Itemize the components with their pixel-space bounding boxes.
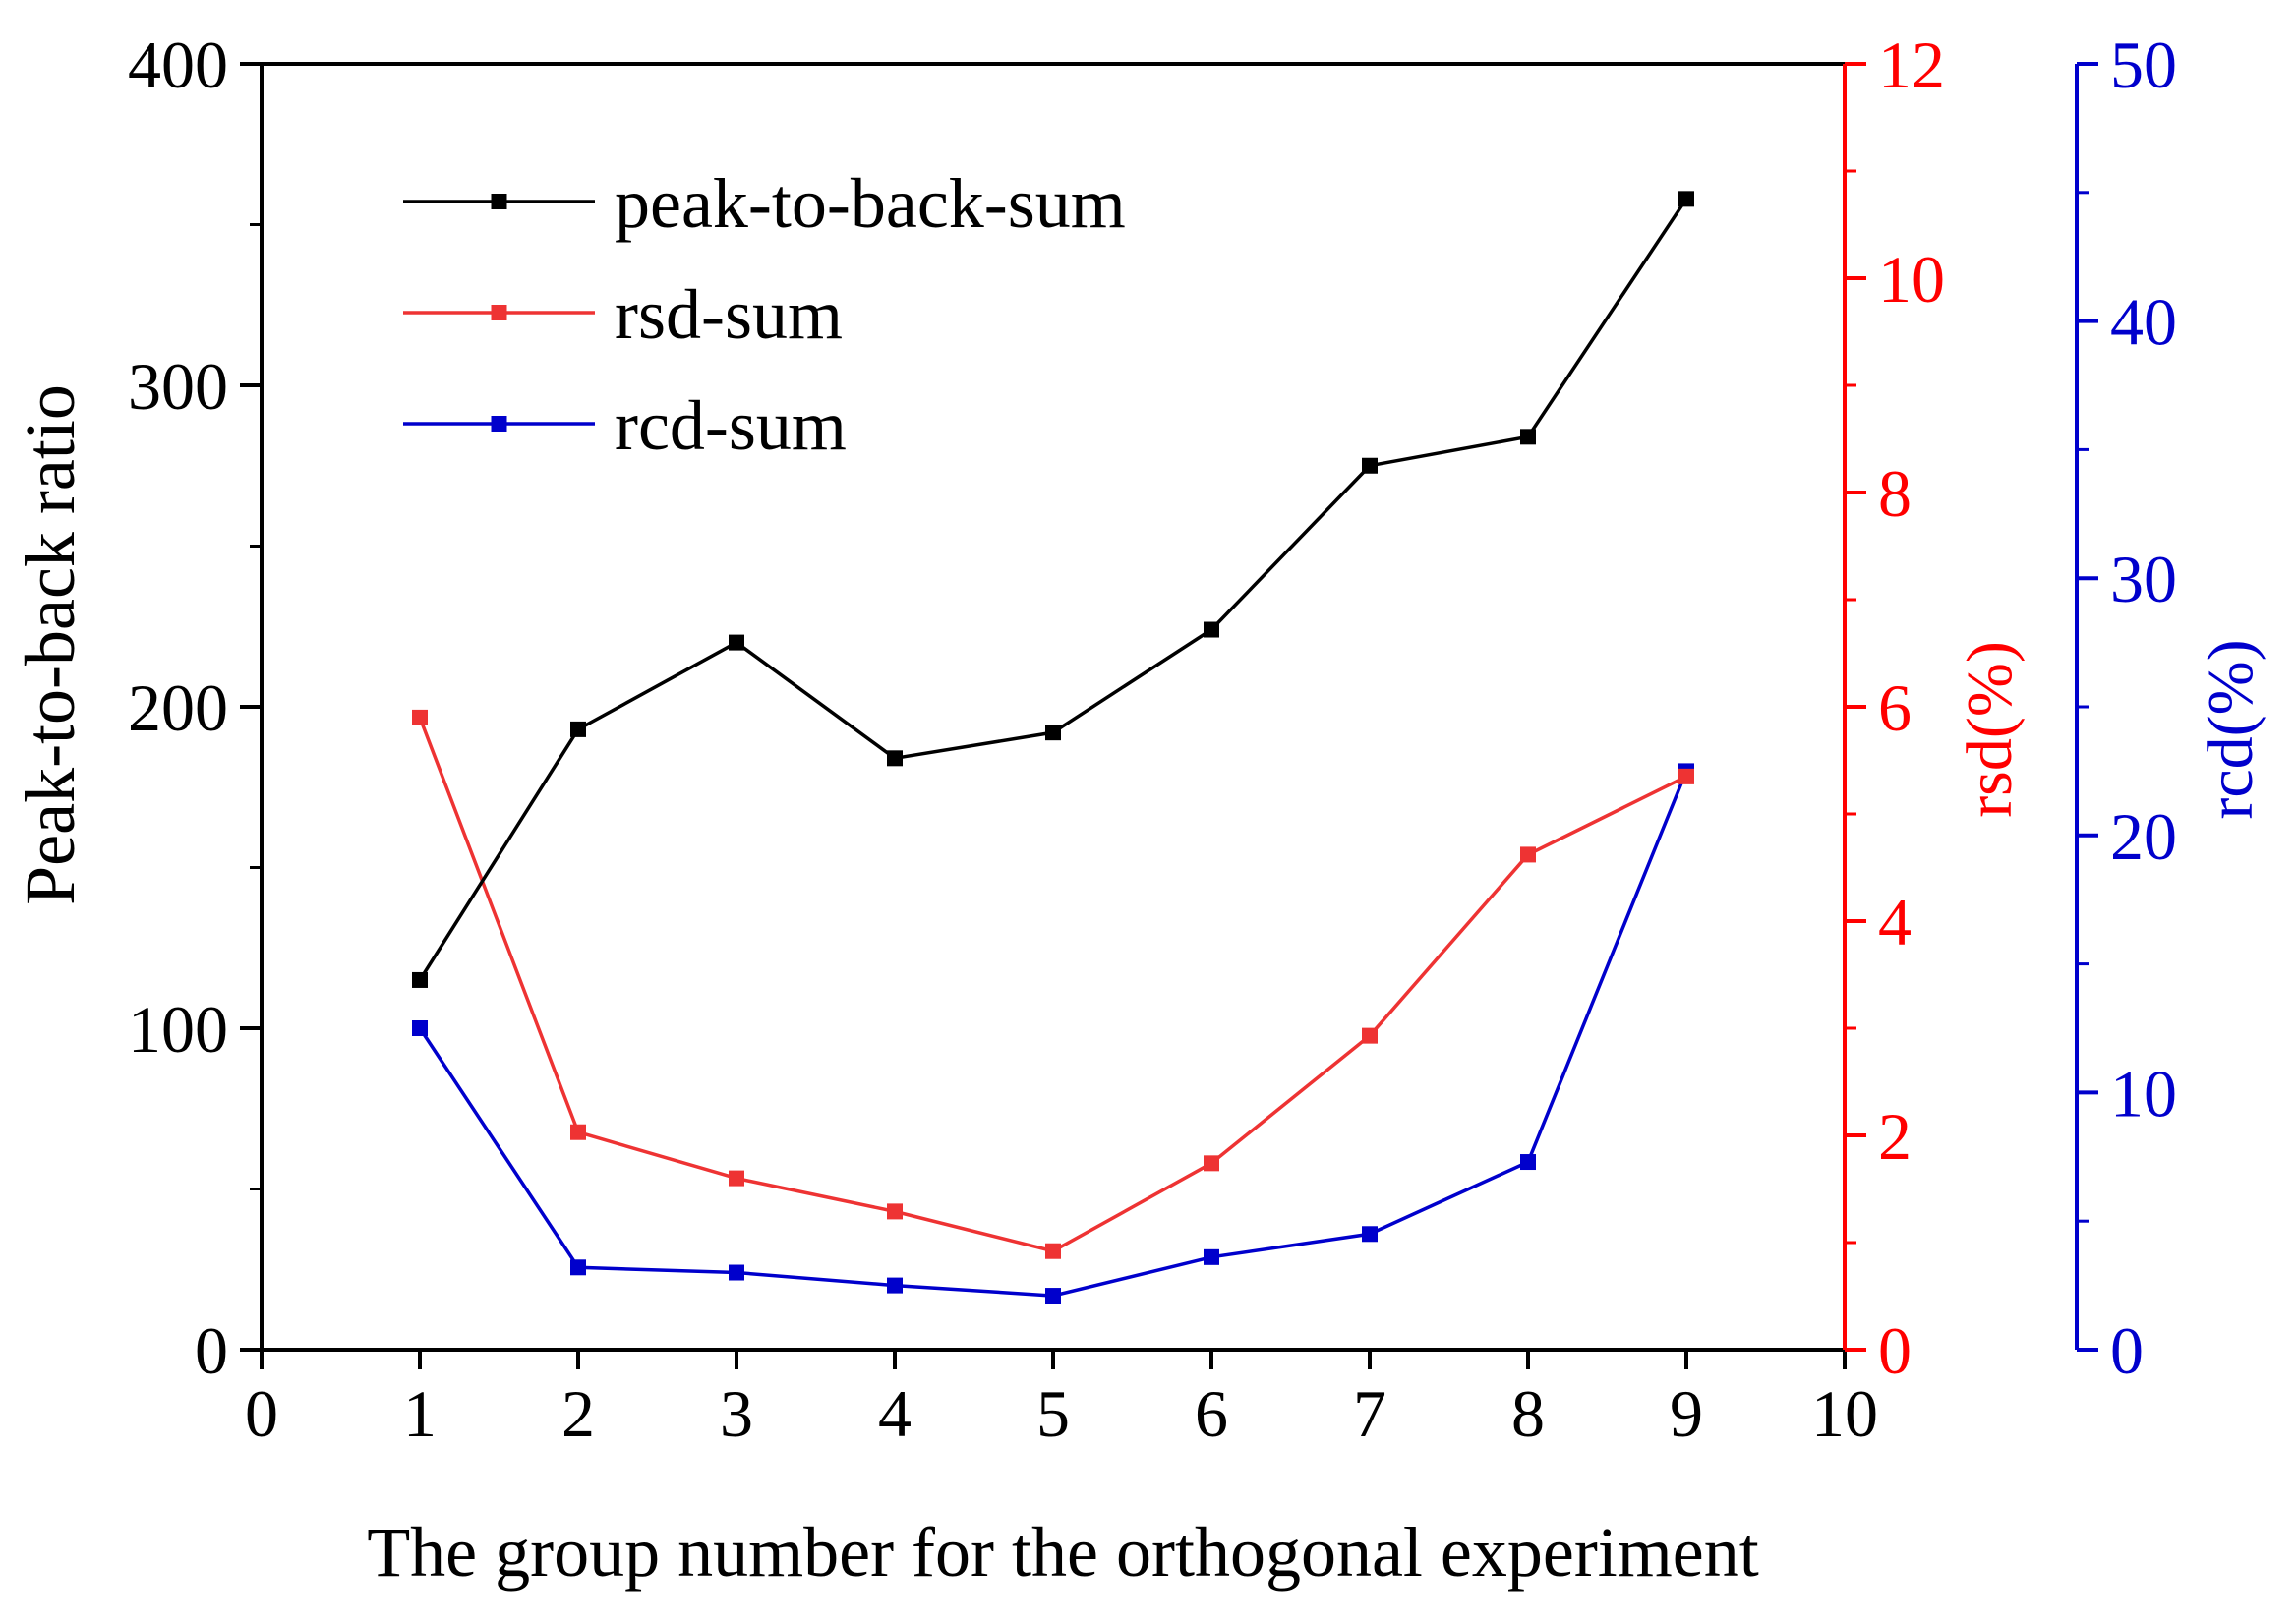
y-axis-rcd: 0 10 20 30 40 50	[2075, 28, 2177, 1388]
x-tick-label: 1	[403, 1376, 437, 1451]
y-tick-label: 40	[2110, 285, 2177, 360]
y-tick-label: 12	[1878, 28, 1945, 102]
data-point	[1204, 621, 1219, 638]
data-point	[412, 1020, 428, 1036]
x-tick-label: 6	[1195, 1376, 1228, 1451]
x-tick-label: 0	[245, 1376, 278, 1451]
data-point	[729, 1170, 744, 1187]
data-point	[1520, 429, 1536, 445]
x-axis: 0 1 2 3 4 5 6 7 8 9 10	[245, 1350, 1878, 1451]
y-axis-rcd-title: rcd(%)	[2195, 639, 2267, 819]
series-rsd-sum	[412, 709, 1694, 1259]
data-point	[412, 971, 428, 988]
y-tick-label: 4	[1878, 885, 1912, 959]
series-rcd-sum	[412, 763, 1694, 1304]
data-point	[1362, 1226, 1378, 1243]
data-point	[1204, 1248, 1219, 1265]
data-point	[729, 634, 744, 651]
data-point	[1045, 1288, 1061, 1304]
data-point	[887, 750, 903, 767]
y-tick-label: 10	[1878, 242, 1945, 317]
data-point	[1678, 191, 1694, 207]
y-tick-label: 0	[195, 1313, 228, 1388]
series-layer	[412, 191, 1694, 1304]
legend-marker	[491, 305, 507, 320]
x-tick-label: 10	[1811, 1376, 1878, 1451]
legend-item: rcd-sum	[403, 386, 847, 465]
legend-item: rsd-sum	[403, 275, 843, 354]
series-line	[418, 198, 1688, 981]
x-tick-label: 8	[1511, 1376, 1545, 1451]
data-point	[729, 1264, 744, 1281]
y-tick-label: 50	[2110, 28, 2177, 102]
series-line	[418, 770, 1688, 1298]
y-tick-label: 300	[128, 349, 228, 424]
y-tick-label: 2	[1878, 1099, 1912, 1174]
y-tick-label: 10	[2110, 1056, 2177, 1130]
x-tick-label: 3	[720, 1376, 753, 1451]
data-point	[887, 1203, 903, 1220]
y-axis-rsd-title: rsd(%)	[1954, 641, 2026, 818]
x-axis-title: The group number for the orthogonal expe…	[367, 1513, 1759, 1592]
data-point	[1362, 1027, 1378, 1044]
data-point	[570, 1259, 586, 1276]
x-tick-label: 9	[1670, 1376, 1703, 1451]
series-peak-to-back-sum	[412, 191, 1694, 988]
y-axis-left-title: Peak-to-back ratio	[11, 384, 89, 905]
legend-item: peak-to-back-sum	[403, 164, 1126, 243]
data-point	[570, 1124, 586, 1140]
x-tick-label: 7	[1353, 1376, 1386, 1451]
data-point	[1678, 768, 1694, 784]
y-tick-label: 400	[128, 28, 228, 102]
data-point	[570, 721, 586, 737]
data-point	[1520, 1154, 1536, 1171]
legend-label: rsd-sum	[615, 275, 843, 354]
legend-label: rcd-sum	[615, 386, 847, 465]
data-point	[1204, 1155, 1219, 1172]
x-tick-label: 5	[1036, 1376, 1070, 1451]
data-point	[1362, 457, 1378, 474]
series-line	[418, 717, 1687, 1253]
y-tick-label: 30	[2110, 542, 2177, 616]
data-point	[1520, 846, 1536, 863]
x-tick-label: 4	[878, 1376, 912, 1451]
y-axis-peak-to-back: 0 100 200 300 400	[128, 28, 264, 1388]
data-point	[412, 709, 428, 725]
y-tick-label: 6	[1878, 670, 1912, 745]
y-tick-label: 200	[128, 670, 228, 745]
y-tick-label: 8	[1878, 456, 1912, 531]
x-tick-label: 2	[561, 1376, 595, 1451]
data-point	[887, 1277, 903, 1294]
y-tick-label: 20	[2110, 799, 2177, 874]
plot-frame	[262, 62, 1845, 1352]
data-point	[1045, 1243, 1061, 1259]
legend: peak-to-back-sum rsd-sum rcd-sum	[403, 164, 1126, 465]
y-tick-label: 0	[1878, 1313, 1912, 1388]
legend-marker	[491, 416, 507, 432]
data-point	[1045, 725, 1061, 741]
y-tick-label: 0	[2110, 1313, 2144, 1388]
y-axis-rsd: 0 2 4 6 8 10 12	[1843, 28, 1945, 1388]
legend-label: peak-to-back-sum	[615, 164, 1126, 243]
y-tick-label: 100	[128, 992, 228, 1067]
legend-marker	[491, 194, 507, 209]
